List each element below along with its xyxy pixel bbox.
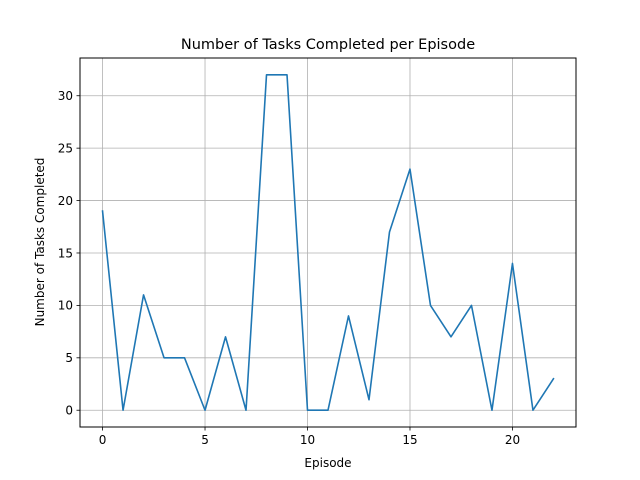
series-line-group <box>101 73 555 412</box>
y-tick-label: 25 <box>58 141 73 155</box>
axes-frame <box>79 57 577 428</box>
x-tick-label: 15 <box>402 433 417 447</box>
y-tick-label: 30 <box>58 89 73 103</box>
y-tick-label: 15 <box>58 246 73 260</box>
x-tick-label: 0 <box>99 433 107 447</box>
x-tick-label: 10 <box>300 433 315 447</box>
series-line <box>101 73 555 412</box>
x-tick-label: 5 <box>201 433 209 447</box>
y-tick-label: 20 <box>58 194 73 208</box>
y-tick-label: 5 <box>65 351 73 365</box>
chart-title: Number of Tasks Completed per Episode <box>181 37 475 53</box>
y-tick-label: 10 <box>58 299 73 313</box>
x-axis-ticks: 0 5 10 15 20 <box>99 427 520 447</box>
x-tick-label: 20 <box>505 433 520 447</box>
x-axis-label: Episode <box>304 456 351 470</box>
y-tick-label: 0 <box>65 404 73 418</box>
y-axis-ticks: 0 5 10 15 20 25 30 <box>58 89 80 418</box>
y-axis-label: Number of Tasks Completed <box>33 158 47 327</box>
